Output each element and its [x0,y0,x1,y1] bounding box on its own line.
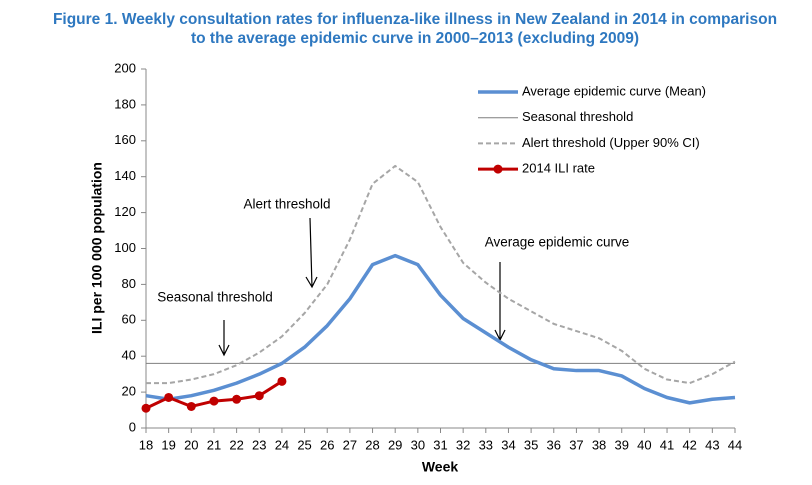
x-tick-label: 20 [184,437,198,452]
legend-marker [493,164,503,174]
data-point [164,392,174,402]
x-tick-label: 25 [297,437,311,452]
y-tick-label: 180 [114,96,136,111]
y-tick-label: 20 [122,384,136,399]
legend-label: Average epidemic curve (Mean) [522,83,706,98]
y-tick-label: 100 [114,240,136,255]
y-tick-label: 160 [114,132,136,147]
x-tick-label: 32 [456,437,470,452]
x-tick-label: 28 [365,437,379,452]
x-tick-label: 24 [275,437,289,452]
arrow [218,320,230,357]
x-tick-label: 36 [547,437,561,452]
x-tick-label: 44 [728,437,742,452]
x-tick-label: 19 [161,437,175,452]
data-point [209,396,219,406]
x-tick-label: 21 [207,437,221,452]
data-point [232,394,242,404]
x-tick-label: 27 [343,437,357,452]
x-tick-label: 33 [479,437,493,452]
x-tick-label: 26 [320,437,334,452]
data-point [186,401,196,411]
x-tick-label: 43 [705,437,719,452]
x-tick-label: 30 [411,437,425,452]
arrow [305,217,318,289]
annotation-arrows [218,217,506,357]
x-tick-label: 40 [637,437,651,452]
x-tick-label: 23 [252,437,266,452]
x-tick-label: 35 [524,437,538,452]
x-tick-label: 42 [682,437,696,452]
x-tick-label: 29 [388,437,402,452]
x-axis-title: Week [422,459,459,475]
x-tick-label: 34 [501,437,515,452]
data-point [254,391,264,401]
x-tick-label: 18 [139,437,153,452]
legend-label: Seasonal threshold [522,109,633,124]
y-tick-label: 40 [122,348,136,363]
y-tick-label: 120 [114,204,136,219]
annotation: Seasonal threshold [157,290,273,305]
y-tick-label: 80 [122,276,136,291]
x-tick-label: 39 [614,437,628,452]
arrow [494,262,506,342]
x-tick-label: 22 [229,437,243,452]
series-line [146,164,736,385]
x-tick-label: 38 [592,437,606,452]
y-tick-label: 140 [114,168,136,183]
data-point [277,376,287,386]
y-axis-title: ILI per 100 000 population [89,162,105,334]
x-tick-label: 31 [433,437,447,452]
x-tick-label: 37 [569,437,583,452]
y-tick-label: 0 [129,419,136,434]
y-tick-label: 60 [122,312,136,327]
y-tick-label: 200 [114,60,136,75]
annotation: Average epidemic curve [485,235,630,250]
chart-title: to the average epidemic curve in 2000–20… [191,30,639,47]
x-tick-label: 41 [660,437,674,452]
chart-title: Figure 1. Weekly consultation rates for … [53,11,777,28]
data-point [141,403,151,413]
legend-label: 2014 ILI rate [522,161,595,176]
legend-label: Alert threshold (Upper 90% CI) [522,135,700,150]
annotation: Alert threshold [243,197,330,212]
series-line [145,253,736,405]
